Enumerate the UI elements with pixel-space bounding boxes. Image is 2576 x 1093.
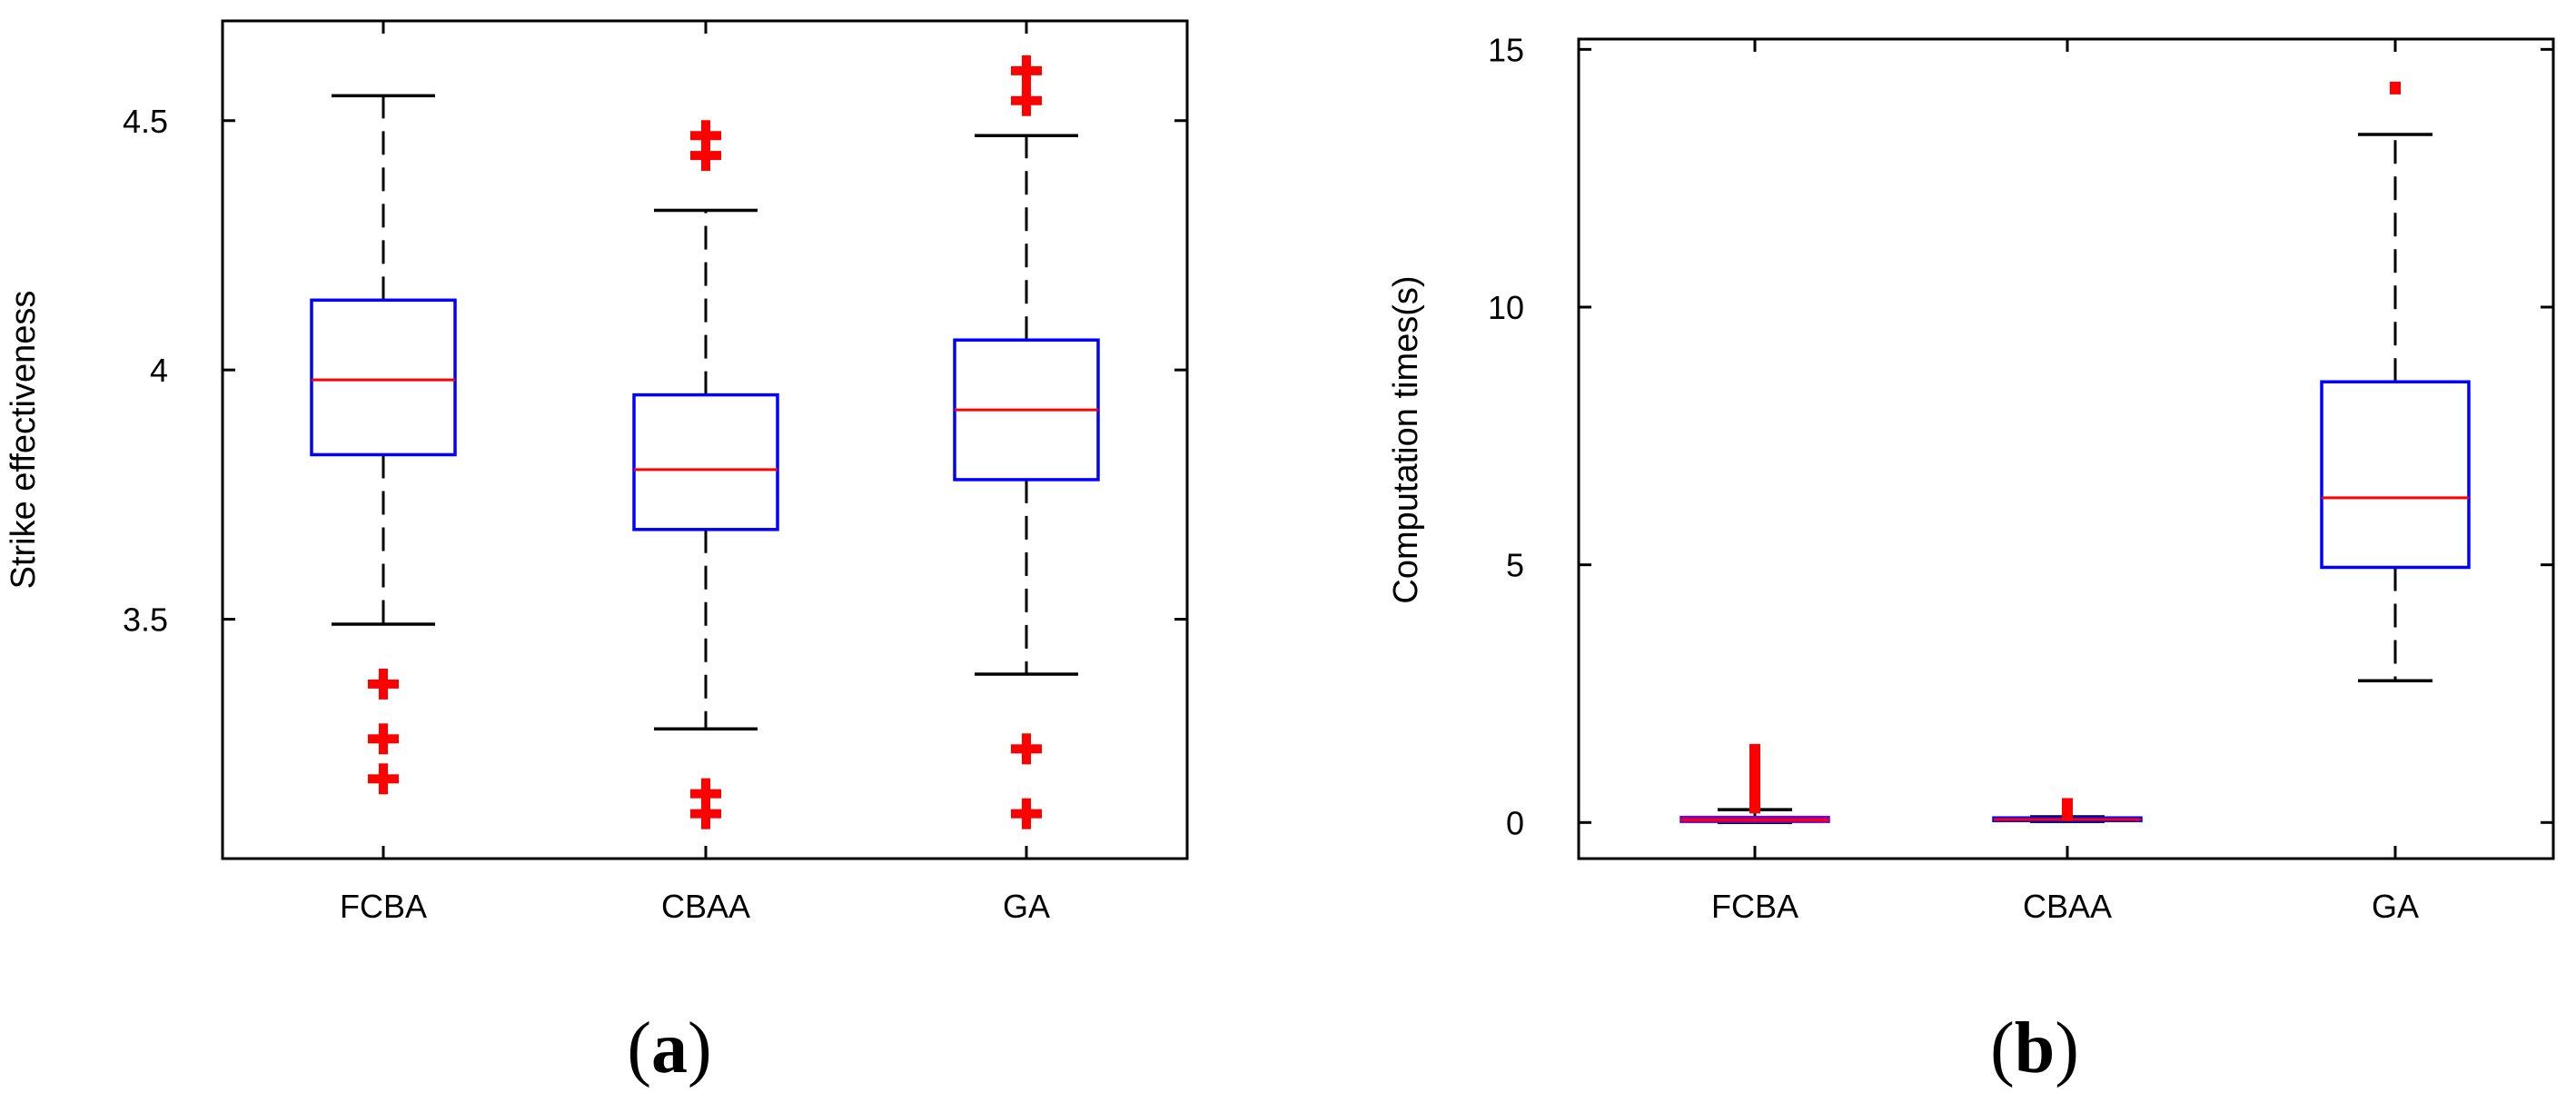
y-tick-label: 5 <box>1506 547 1524 584</box>
panel-label-letter: a <box>651 1009 688 1088</box>
plot-frame <box>1577 37 2555 860</box>
y-tick-label: 4.5 <box>123 103 168 140</box>
chart-panel-a: 3.5 4 4.5 FCBA CBAA GA Strike effectiveness (a) <box>5 19 1189 1088</box>
y-axis-title: Strike effectiveness <box>5 291 43 590</box>
panel-label-close: ) <box>688 1009 712 1088</box>
y-tick-label: 15 <box>1488 31 1524 68</box>
y-tick-label: 0 <box>1506 804 1524 841</box>
panel-label: (b) <box>1990 1009 2079 1088</box>
y-tick-label: 10 <box>1488 289 1524 326</box>
outlier-marker <box>690 798 721 830</box>
y-axis-title: Computation times(s) <box>1387 275 1425 603</box>
box <box>2320 380 2471 570</box>
panel-label-open: ( <box>1990 1009 2015 1088</box>
outlier-marker <box>368 668 399 700</box>
outlier-marker <box>2062 798 2073 811</box>
y-tick-label: 4 <box>150 352 168 389</box>
outlier-marker <box>1011 55 1042 86</box>
outlier-marker <box>1011 798 1042 830</box>
outlier-marker <box>690 140 721 172</box>
y-tick-label: 3.5 <box>123 601 168 639</box>
panel-label: (a) <box>627 1009 711 1088</box>
outlier-marker <box>1011 733 1042 765</box>
outlier-marker <box>368 763 399 795</box>
x-tick-label: FCBA <box>340 888 427 925</box>
panel-label-open: ( <box>627 1009 651 1088</box>
outlier-marker <box>368 723 399 755</box>
outlier-marker <box>2390 81 2401 94</box>
x-tick-label: FCBA <box>1711 888 1798 925</box>
panel-label-letter: b <box>2015 1009 2056 1088</box>
x-tick-label: GA <box>2372 888 2419 925</box>
x-tick-label: CBAA <box>661 888 750 925</box>
x-tick-label: CBAA <box>2023 888 2112 925</box>
outlier-marker <box>1749 743 1760 757</box>
chart-panel-b: 0 5 10 15 FCBA CBAA GA Computation times(s) (b) <box>1387 31 2555 1088</box>
box <box>310 298 457 457</box>
box <box>632 392 779 532</box>
outlier-marker <box>1011 84 1042 116</box>
x-tick-label: GA <box>1003 888 1050 925</box>
panel-label-close: ) <box>2055 1009 2079 1088</box>
